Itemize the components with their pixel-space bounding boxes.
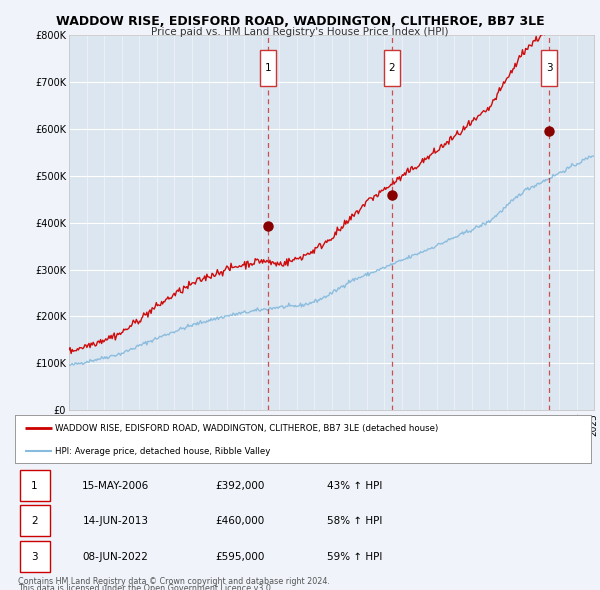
FancyBboxPatch shape <box>20 542 50 572</box>
Text: 14-JUN-2013: 14-JUN-2013 <box>83 516 149 526</box>
Text: 59% ↑ HPI: 59% ↑ HPI <box>327 552 383 562</box>
FancyBboxPatch shape <box>20 506 50 536</box>
FancyBboxPatch shape <box>260 50 276 86</box>
Text: £595,000: £595,000 <box>215 552 265 562</box>
Text: This data is licensed under the Open Government Licence v3.0.: This data is licensed under the Open Gov… <box>18 584 274 590</box>
Text: 1: 1 <box>31 481 38 491</box>
Text: £392,000: £392,000 <box>215 481 265 491</box>
Text: 2: 2 <box>31 516 38 526</box>
Text: 3: 3 <box>31 552 38 562</box>
Text: Contains HM Land Registry data © Crown copyright and database right 2024.: Contains HM Land Registry data © Crown c… <box>18 577 330 586</box>
Text: WADDOW RISE, EDISFORD ROAD, WADDINGTON, CLITHEROE, BB7 3LE: WADDOW RISE, EDISFORD ROAD, WADDINGTON, … <box>56 15 544 28</box>
Text: £460,000: £460,000 <box>215 516 264 526</box>
FancyBboxPatch shape <box>20 470 50 501</box>
Text: 1: 1 <box>265 63 271 73</box>
Text: 43% ↑ HPI: 43% ↑ HPI <box>327 481 383 491</box>
Text: Price paid vs. HM Land Registry's House Price Index (HPI): Price paid vs. HM Land Registry's House … <box>151 27 449 37</box>
Text: 58% ↑ HPI: 58% ↑ HPI <box>327 516 383 526</box>
Text: HPI: Average price, detached house, Ribble Valley: HPI: Average price, detached house, Ribb… <box>55 447 271 455</box>
Text: 3: 3 <box>546 63 553 73</box>
Text: WADDOW RISE, EDISFORD ROAD, WADDINGTON, CLITHEROE, BB7 3LE (detached house): WADDOW RISE, EDISFORD ROAD, WADDINGTON, … <box>55 424 439 433</box>
Text: 2: 2 <box>389 63 395 73</box>
FancyBboxPatch shape <box>384 50 400 86</box>
FancyBboxPatch shape <box>541 50 557 86</box>
Text: 08-JUN-2022: 08-JUN-2022 <box>83 552 149 562</box>
Text: 15-MAY-2006: 15-MAY-2006 <box>82 481 149 491</box>
